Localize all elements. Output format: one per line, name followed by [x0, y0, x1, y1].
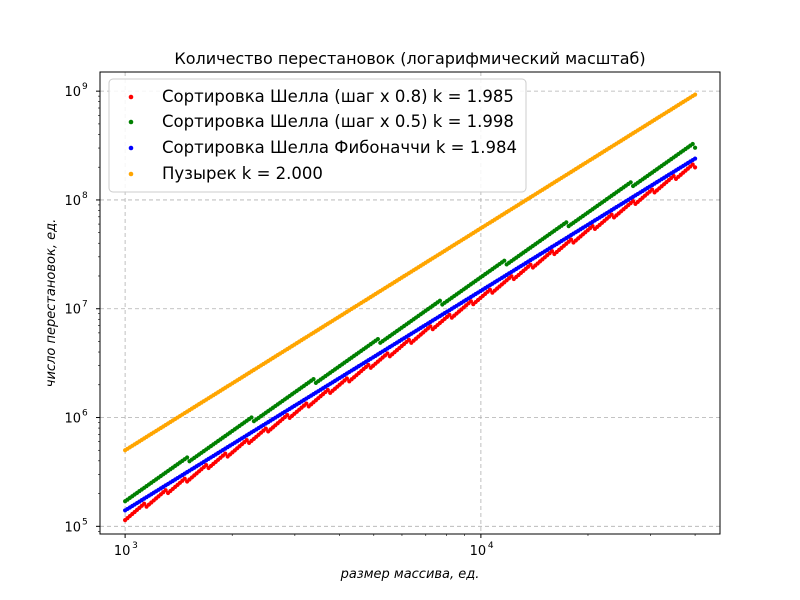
data-point: [163, 488, 168, 493]
legend-label: Сортировка Шелла (шаг x 0.8) k = 1.985: [162, 87, 514, 106]
data-point: [564, 220, 569, 225]
data-point: [182, 476, 187, 481]
legend-entry: Сортировка Шелла (шаг x 0.5) k = 1.998: [128, 112, 514, 131]
y-tick-label: 10: [64, 303, 81, 318]
legend: Сортировка Шелла (шаг x 0.8) k = 1.985 С…: [108, 78, 527, 193]
data-point: [244, 438, 249, 443]
data-point: [249, 415, 254, 420]
legend-label: Сортировка Шелла (шаг x 0.5) k = 1.998: [162, 112, 514, 131]
data-point: [650, 187, 655, 192]
data-point: [311, 377, 316, 382]
y-tick-exponent: 8: [82, 191, 88, 201]
legend-marker: [128, 145, 134, 151]
data-point: [325, 387, 330, 393]
data-point: [528, 262, 533, 267]
data-point: [692, 145, 698, 150]
series-points: [123, 92, 698, 453]
data-points: [123, 92, 698, 523]
legend-marker: [128, 171, 134, 177]
x-tick-exponent: 4: [488, 541, 494, 551]
data-point: [609, 212, 614, 217]
y-tick-exponent: 5: [82, 517, 88, 527]
data-point: [692, 92, 698, 97]
data-point: [692, 165, 698, 170]
data-point: [692, 156, 698, 161]
data-point: [406, 337, 411, 342]
data-point: [549, 249, 555, 254]
data-point: [447, 312, 452, 317]
y-tick-label: 10: [64, 520, 81, 535]
data-point: [344, 376, 349, 381]
data-point: [204, 463, 209, 468]
data-point: [428, 324, 433, 329]
data-point: [690, 162, 695, 167]
data-point: [142, 501, 147, 506]
y-tick-label: 10: [64, 412, 81, 427]
y-axis-label: число перестановок, ед.: [44, 219, 59, 387]
data-point: [223, 451, 228, 456]
series-points: [123, 156, 698, 513]
data-point: [304, 401, 309, 406]
legend-box: [108, 78, 527, 193]
legend-label: Сортировка Шелла Фибоначчи k = 1.984: [162, 138, 517, 157]
x-tick-label: 10: [470, 544, 487, 559]
y-tick-exponent: 9: [82, 82, 88, 92]
x-axis-label: размер массива, ед.: [340, 567, 480, 582]
series-points: [123, 162, 698, 523]
legend-marker: [128, 119, 134, 125]
data-point: [185, 455, 190, 460]
data-point: [468, 299, 474, 304]
y-tick-label: 10: [64, 194, 81, 209]
data-point: [285, 412, 290, 418]
x-ticks: 10 3 10 4: [114, 534, 696, 559]
legend-entry: Сортировка Шелла Фибоначчи k = 1.984: [128, 138, 517, 157]
data-point: [263, 426, 268, 431]
series-points: [123, 141, 698, 504]
y-tick-exponent: 6: [82, 409, 88, 419]
y-tick-label: 10: [64, 85, 81, 100]
data-point: [385, 351, 390, 356]
x-tick-label: 10: [114, 544, 131, 559]
legend-marker: [128, 94, 134, 100]
legend-entry: Пузырек k = 2.000: [128, 164, 323, 183]
data-point: [487, 287, 493, 292]
data-point: [590, 224, 595, 229]
data-point: [375, 336, 380, 342]
legend-label: Пузырек k = 2.000: [162, 164, 323, 183]
data-point: [502, 258, 507, 263]
data-point: [568, 237, 574, 242]
data-point: [690, 141, 695, 147]
legend-entry: Сортировка Шелла (шаг x 0.8) k = 1.985: [128, 87, 514, 106]
x-tick-exponent: 3: [132, 541, 138, 551]
data-point: [437, 298, 443, 303]
data-point: [630, 198, 636, 204]
axes-frame: [99, 71, 721, 535]
data-point: [671, 173, 676, 179]
data-point: [628, 180, 633, 185]
data-point: [366, 362, 371, 368]
chart-title: Количество перестановок (логарифмический…: [174, 49, 645, 68]
data-point: [509, 274, 514, 279]
y-tick-exponent: 7: [82, 300, 88, 310]
